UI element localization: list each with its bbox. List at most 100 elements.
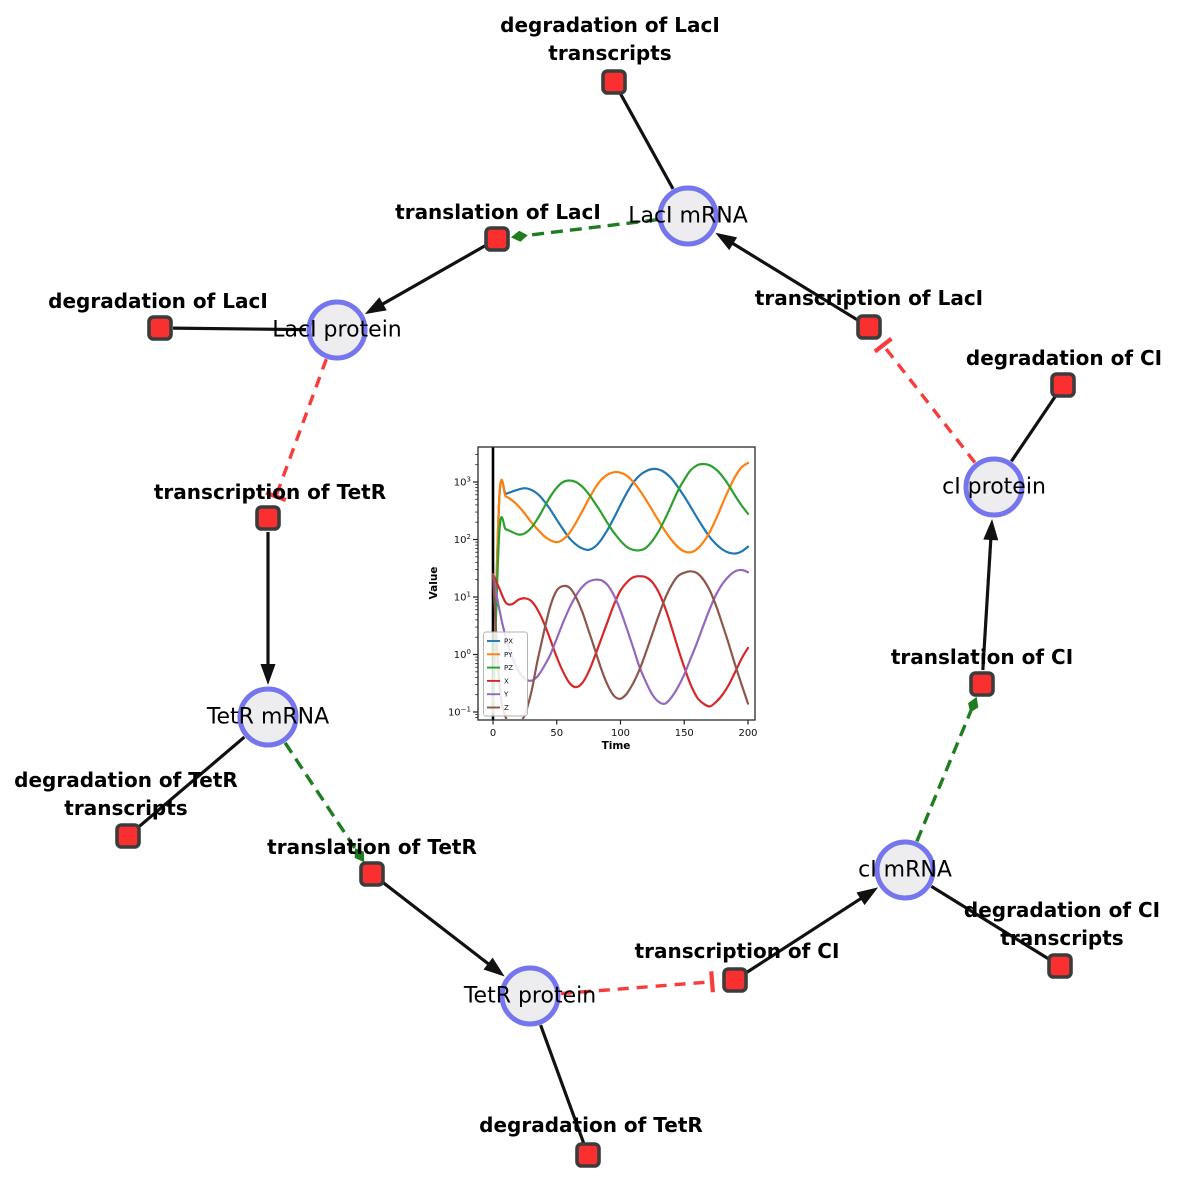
y-axis-tick-label: 103	[454, 475, 471, 488]
reaction-label-deg-laci-tx: transcripts	[548, 41, 671, 65]
edge-ci-protein-to-tx-laci	[881, 344, 977, 464]
chart-x-axis-label: Time	[602, 740, 631, 752]
edge-ci-protein-to-deg-ci	[1010, 394, 1058, 463]
edge-laci-protein-to-tx-tetr-tbar-icon	[265, 490, 287, 502]
y-axis-tick-label: 101	[454, 590, 471, 603]
y-axis-tick-label: 100	[454, 648, 471, 661]
reaction-node-tl-tetr[interactable]	[359, 861, 385, 887]
edge-laci-mrna-to-deg-laci-tx	[618, 92, 675, 190]
reaction-label-tl-laci: translation of LacI	[395, 200, 601, 224]
edge-tetr-mrna-to-deg-tetr-tx	[136, 735, 246, 829]
legend-label-pz: PZ	[504, 664, 513, 672]
reaction-node-deg-ci-tx[interactable]	[1047, 953, 1073, 979]
edge-ci-protein-to-tx-laci-tbar-icon	[873, 337, 893, 354]
edge-tetr-protein-to-tx-ci	[560, 980, 713, 996]
edge-tl-ci-to-ci-protein-arrowhead-icon	[983, 518, 999, 541]
reaction-node-tx-tetr[interactable]	[255, 505, 281, 531]
species-node-ci-mrna[interactable]	[874, 839, 936, 901]
species-label-ci-protein: cI protein	[942, 475, 1046, 500]
species-label-laci-protein: LacI protein	[272, 318, 402, 343]
edge-tx-laci-to-laci-mrna	[725, 238, 858, 322]
edge-tl-laci-to-laci-protein-arrowhead-icon	[364, 297, 387, 315]
reaction-label-tx-laci: transcription of LacI	[755, 286, 983, 310]
species-node-laci-protein[interactable]	[306, 299, 368, 361]
x-axis-tick-label: 200	[738, 728, 757, 739]
edge-tl-laci-to-laci-protein	[375, 244, 486, 310]
edge-tx-ci-to-ci-mrna-arrowhead-icon	[856, 887, 879, 906]
species-label-tetr-protein: TetR protein	[463, 984, 596, 1009]
chart-series-x	[491, 573, 750, 708]
species-label-ci-mrna: cI mRNA	[858, 858, 952, 883]
x-axis-tick-label: 0	[490, 728, 496, 739]
edge-tx-ci-to-ci-mrna	[745, 893, 869, 974]
reaction-node-tl-laci[interactable]	[484, 226, 510, 252]
reaction-label-deg-ci-tx: transcripts	[1000, 926, 1123, 950]
chart-series-group	[491, 461, 750, 719]
edge-ci-mrna-to-tl-ci-arrowhead-icon	[968, 696, 979, 713]
species-label-tetr-mrna: TetR mRNA	[206, 705, 329, 730]
chart-series-pz	[491, 462, 750, 714]
chart-legend: PX PY PZ XYZ	[483, 631, 528, 717]
reaction-node-deg-laci[interactable]	[147, 315, 173, 341]
reaction-label-deg-laci-tx: degradation of LacI	[500, 13, 720, 37]
edge-tl-tetr-to-tetr-protein	[382, 881, 496, 970]
y-axis-tick-label: 10−1	[448, 705, 471, 718]
reaction-node-deg-laci-tx[interactable]	[601, 69, 627, 95]
edge-tl-tetr-to-tetr-protein-arrowhead-icon	[483, 957, 505, 977]
edge-laci-protein-to-deg-laci	[172, 326, 307, 332]
reaction-label-deg-tetr: degradation of TetR	[479, 1113, 703, 1137]
reaction-label-tl-ci: translation of CI	[891, 645, 1073, 669]
reaction-node-deg-tetr-tx[interactable]	[115, 823, 141, 849]
chart-frame	[477, 446, 756, 721]
legend-label-z: Z	[504, 704, 509, 712]
x-axis-tick-label: 100	[611, 728, 630, 739]
legend-label-py: PY	[504, 651, 513, 659]
reaction-node-deg-tetr[interactable]	[575, 1142, 601, 1168]
reaction-node-deg-ci[interactable]	[1050, 372, 1076, 398]
reaction-label-deg-tetr-tx: degradation of TetR	[14, 768, 238, 792]
edge-laci-mrna-to-tl-laci	[525, 218, 658, 238]
species-node-tetr-mrna[interactable]	[237, 686, 299, 748]
x-axis-tick-label: 150	[675, 728, 694, 739]
reaction-label-deg-laci: degradation of LacI	[48, 289, 268, 313]
species-label-laci-mrna: LacI mRNA	[628, 204, 748, 229]
inset-chart: 10−1 100 101 102 103 0 50 100 150 200 PX PY PZ XYZ	[448, 446, 758, 739]
chart-series-y	[491, 568, 750, 705]
edge-ci-mrna-to-tl-ci	[915, 710, 973, 843]
reaction-node-tx-laci[interactable]	[856, 314, 882, 340]
edge-ci-mrna-to-deg-ci-tx	[930, 884, 1050, 961]
reaction-label-deg-ci-tx: degradation of CI	[964, 898, 1160, 922]
reaction-label-tx-ci: transcription of CI	[635, 939, 840, 963]
reaction-label-deg-ci: degradation of CI	[966, 346, 1162, 370]
edge-tetr-protein-to-deg-tetr	[539, 1024, 586, 1144]
y-axis-tick-label: 102	[454, 533, 471, 546]
reaction-label-tx-tetr: transcription of TetR	[154, 480, 386, 504]
edge-tetr-mrna-to-tl-tetr-arrowhead-icon	[354, 848, 365, 863]
edges-layer	[136, 92, 1058, 1144]
species-node-tetr-protein[interactable]	[499, 965, 561, 1027]
nodes-layer	[115, 69, 1076, 1168]
edge-tetr-protein-to-tx-ci-tbar-icon	[709, 971, 715, 993]
labels-layer: LacI mRNA LacI protein TetR mRNA TetR prote…	[14, 13, 1162, 1137]
edge-tx-laci-to-laci-mrna-arrowhead-icon	[715, 232, 738, 251]
chart-series-py	[491, 461, 750, 714]
reaction-label-deg-tetr-tx: transcripts	[64, 796, 187, 820]
reaction-node-tx-ci[interactable]	[722, 967, 748, 993]
reaction-node-tl-ci[interactable]	[969, 671, 995, 697]
legend-label-y: Y	[503, 691, 509, 699]
edge-tx-tetr-to-tetr-mrna-arrowhead-icon	[260, 664, 276, 685]
chart-series-px	[491, 467, 750, 714]
legend-label-px: PX	[504, 638, 513, 646]
chart-y-axis-label: Value	[428, 567, 440, 600]
chart-series-z	[491, 570, 750, 719]
edge-tl-ci-to-ci-protein	[981, 531, 993, 671]
x-axis-tick-label: 50	[550, 728, 563, 739]
edge-laci-protein-to-tx-tetr	[274, 358, 328, 497]
edge-laci-mrna-to-tl-laci-arrowhead-icon	[510, 230, 528, 242]
edge-tetr-mrna-to-tl-tetr	[283, 741, 358, 851]
legend-label-x: X	[504, 677, 509, 685]
species-node-ci-protein[interactable]	[963, 456, 1025, 518]
species-node-laci-mrna[interactable]	[657, 185, 719, 247]
